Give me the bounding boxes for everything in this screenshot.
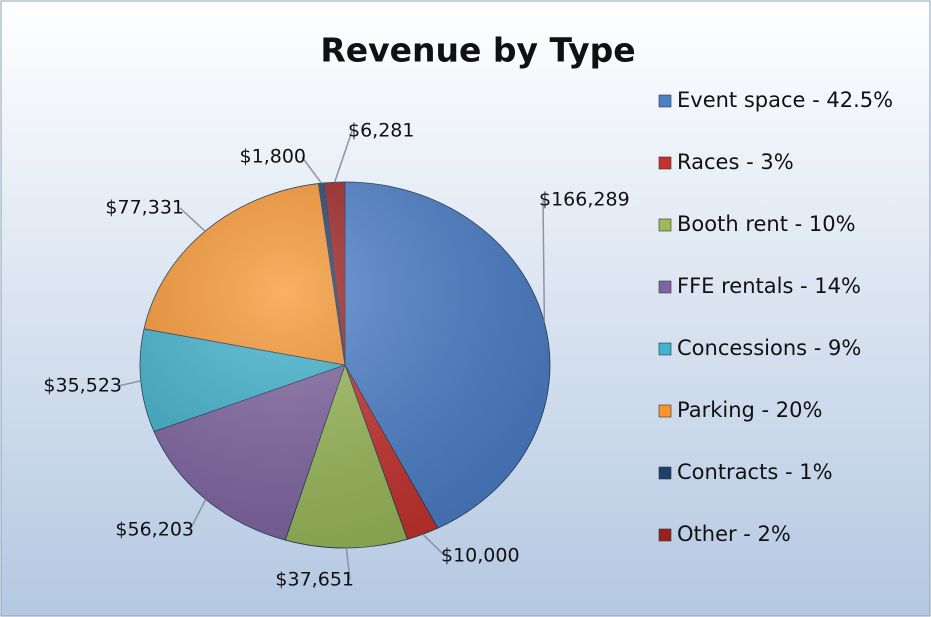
legend-swatch bbox=[658, 218, 672, 232]
data-label: $37,651 bbox=[275, 569, 354, 591]
data-label: $77,331 bbox=[105, 197, 184, 219]
leader-line bbox=[345, 547, 351, 581]
legend-label: Event space - 42.5% bbox=[677, 88, 893, 112]
data-label: $6,281 bbox=[348, 120, 414, 142]
legend-swatch bbox=[658, 528, 672, 542]
legend-label: FFE rentals - 14% bbox=[677, 274, 861, 298]
legend-label: Concessions - 9% bbox=[677, 336, 861, 360]
data-label: $10,000 bbox=[441, 545, 520, 567]
legend-swatch bbox=[658, 404, 672, 418]
legend-label: Booth rent - 10% bbox=[677, 212, 856, 236]
legend-swatch bbox=[658, 342, 672, 356]
data-label: $35,523 bbox=[43, 375, 122, 397]
legend-label: Contracts - 1% bbox=[677, 460, 833, 484]
legend-label: Races - 3% bbox=[677, 150, 794, 174]
legend-label: Parking - 20% bbox=[677, 398, 822, 422]
legend-label: Other - 2% bbox=[677, 522, 791, 546]
legend-swatch bbox=[658, 466, 672, 480]
leader-line bbox=[301, 156, 323, 184]
data-label: $56,203 bbox=[115, 519, 194, 541]
legend-swatch bbox=[658, 94, 672, 108]
data-label: $166,289 bbox=[539, 189, 630, 211]
legend-swatch bbox=[658, 156, 672, 170]
legend-swatch bbox=[658, 280, 672, 294]
leader-line bbox=[117, 380, 141, 387]
leader-line bbox=[333, 130, 353, 183]
chart-title: Revenue by Type bbox=[320, 31, 635, 70]
data-label: $1,800 bbox=[240, 146, 306, 168]
